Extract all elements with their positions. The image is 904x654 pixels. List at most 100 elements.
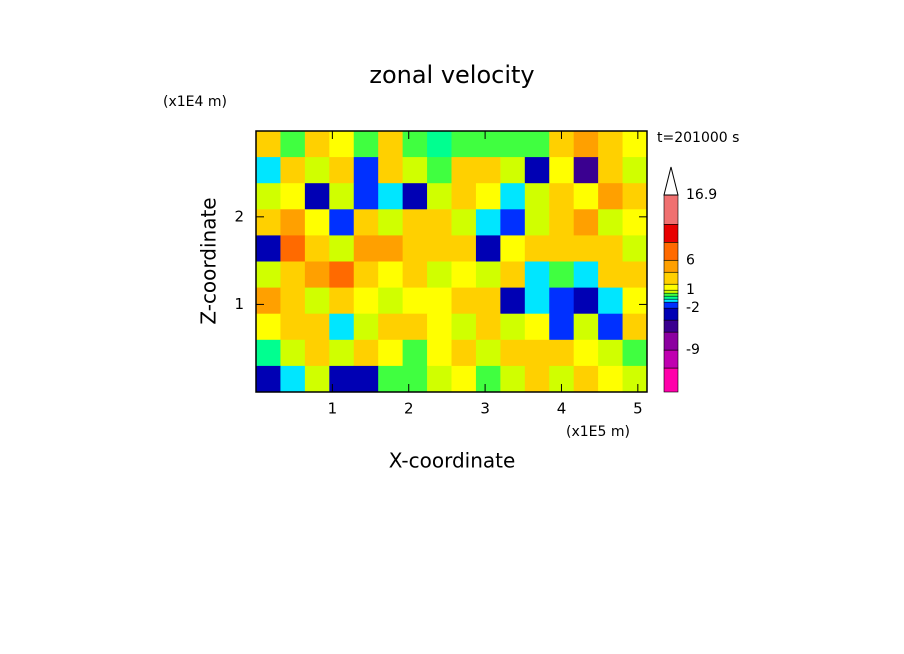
- field-cell: [378, 235, 404, 262]
- field-cell: [524, 287, 550, 315]
- field-cell: [378, 287, 404, 315]
- field-cell: [353, 365, 379, 393]
- field-cell: [475, 339, 501, 367]
- colorbar-box: [663, 307, 679, 321]
- field-cell: [402, 339, 428, 367]
- field-cell: [573, 209, 599, 236]
- field-cell: [622, 183, 648, 210]
- field-cell: [304, 287, 330, 315]
- y-unit: (x1E4 m): [163, 94, 227, 110]
- field-cell: [256, 313, 281, 341]
- field-cell: [598, 261, 624, 289]
- field-cell: [304, 313, 330, 341]
- field-cell: [427, 157, 452, 184]
- field-cell: [475, 235, 501, 262]
- field-cell: [280, 157, 306, 184]
- field-cell: [598, 313, 624, 341]
- field-cell: [622, 287, 648, 315]
- field-cell: [256, 131, 281, 158]
- colorbar-label: 6: [686, 252, 695, 268]
- field-cell: [549, 183, 575, 210]
- field-cell: [573, 131, 599, 158]
- y-axis-label: Z-coordinate: [197, 197, 221, 324]
- colorbar-box: [663, 298, 679, 303]
- field-cell: [329, 131, 355, 158]
- field-cell: [402, 183, 428, 210]
- field-cell: [353, 183, 379, 210]
- field-cell: [353, 313, 379, 341]
- field-cell: [500, 365, 526, 393]
- field-cell: [353, 339, 379, 367]
- field-cell: [475, 287, 501, 315]
- field-cell: [329, 313, 355, 341]
- field-cell: [500, 287, 526, 315]
- colorbar-box: [663, 259, 679, 273]
- field-cell: [304, 183, 330, 210]
- field-cell: [378, 157, 404, 184]
- field-cell: [622, 131, 648, 158]
- x-tick-label: 1: [328, 400, 338, 418]
- field-cell: [378, 209, 404, 236]
- field-cell: [427, 131, 452, 158]
- field-cell: [280, 287, 306, 315]
- field-cell: [329, 339, 355, 367]
- x-tick-label: 3: [480, 400, 490, 418]
- field-cell: [475, 157, 501, 184]
- field-cell: [280, 261, 306, 289]
- field-cell: [622, 235, 648, 262]
- field-cell: [549, 209, 575, 236]
- field-cell: [451, 287, 477, 315]
- colorbar-box: [663, 349, 679, 369]
- field-cell: [475, 365, 501, 393]
- colorbar-box: [663, 331, 679, 351]
- colorbar-label: -2: [686, 300, 700, 316]
- field-cell: [304, 131, 330, 158]
- field-cell: [622, 261, 648, 289]
- field-cell: [427, 235, 452, 262]
- colorbar-box: [663, 289, 679, 294]
- field-cell: [451, 235, 477, 262]
- field-cell: [524, 131, 550, 158]
- field-cell: [622, 209, 648, 236]
- field-cell: [573, 287, 599, 315]
- field-cell: [573, 261, 599, 289]
- colorbar-box: [663, 271, 679, 285]
- field-cell: [549, 287, 575, 315]
- x-tick-label: 4: [557, 400, 567, 418]
- field-cell: [598, 131, 624, 158]
- colorbar-arrow: [663, 166, 679, 196]
- field-cell: [256, 157, 281, 184]
- field-cell: [524, 157, 550, 184]
- field-cell: [329, 209, 355, 236]
- colorbar-box: [663, 367, 679, 393]
- field-cell: [353, 131, 379, 158]
- field-cell: [256, 261, 281, 289]
- field-cell: [402, 209, 428, 236]
- colorbar-box: [663, 301, 679, 309]
- field-cell: [475, 313, 501, 341]
- field-cell: [598, 183, 624, 210]
- field-cell: [500, 313, 526, 341]
- field-cell: [500, 261, 526, 289]
- field-cell: [280, 209, 306, 236]
- field-cell: [475, 131, 501, 158]
- colorbar-box: [663, 295, 679, 300]
- field-cell: [402, 313, 428, 341]
- field-cell: [353, 261, 379, 289]
- field-cell: [280, 235, 306, 262]
- field-cell: [402, 287, 428, 315]
- field-cell: [500, 209, 526, 236]
- field-cell: [402, 235, 428, 262]
- field-cell: [622, 313, 648, 341]
- field-cell: [427, 261, 452, 289]
- field-cell: [256, 183, 281, 210]
- field-cell: [427, 287, 452, 315]
- y-tick-label: 1: [234, 295, 244, 313]
- field-cell: [524, 339, 550, 367]
- field-cell: [256, 365, 281, 393]
- field-cell: [500, 131, 526, 158]
- field-cell: [329, 157, 355, 184]
- field-cell: [427, 183, 452, 210]
- colorbar-label: 1: [686, 282, 695, 298]
- field-cell: [353, 287, 379, 315]
